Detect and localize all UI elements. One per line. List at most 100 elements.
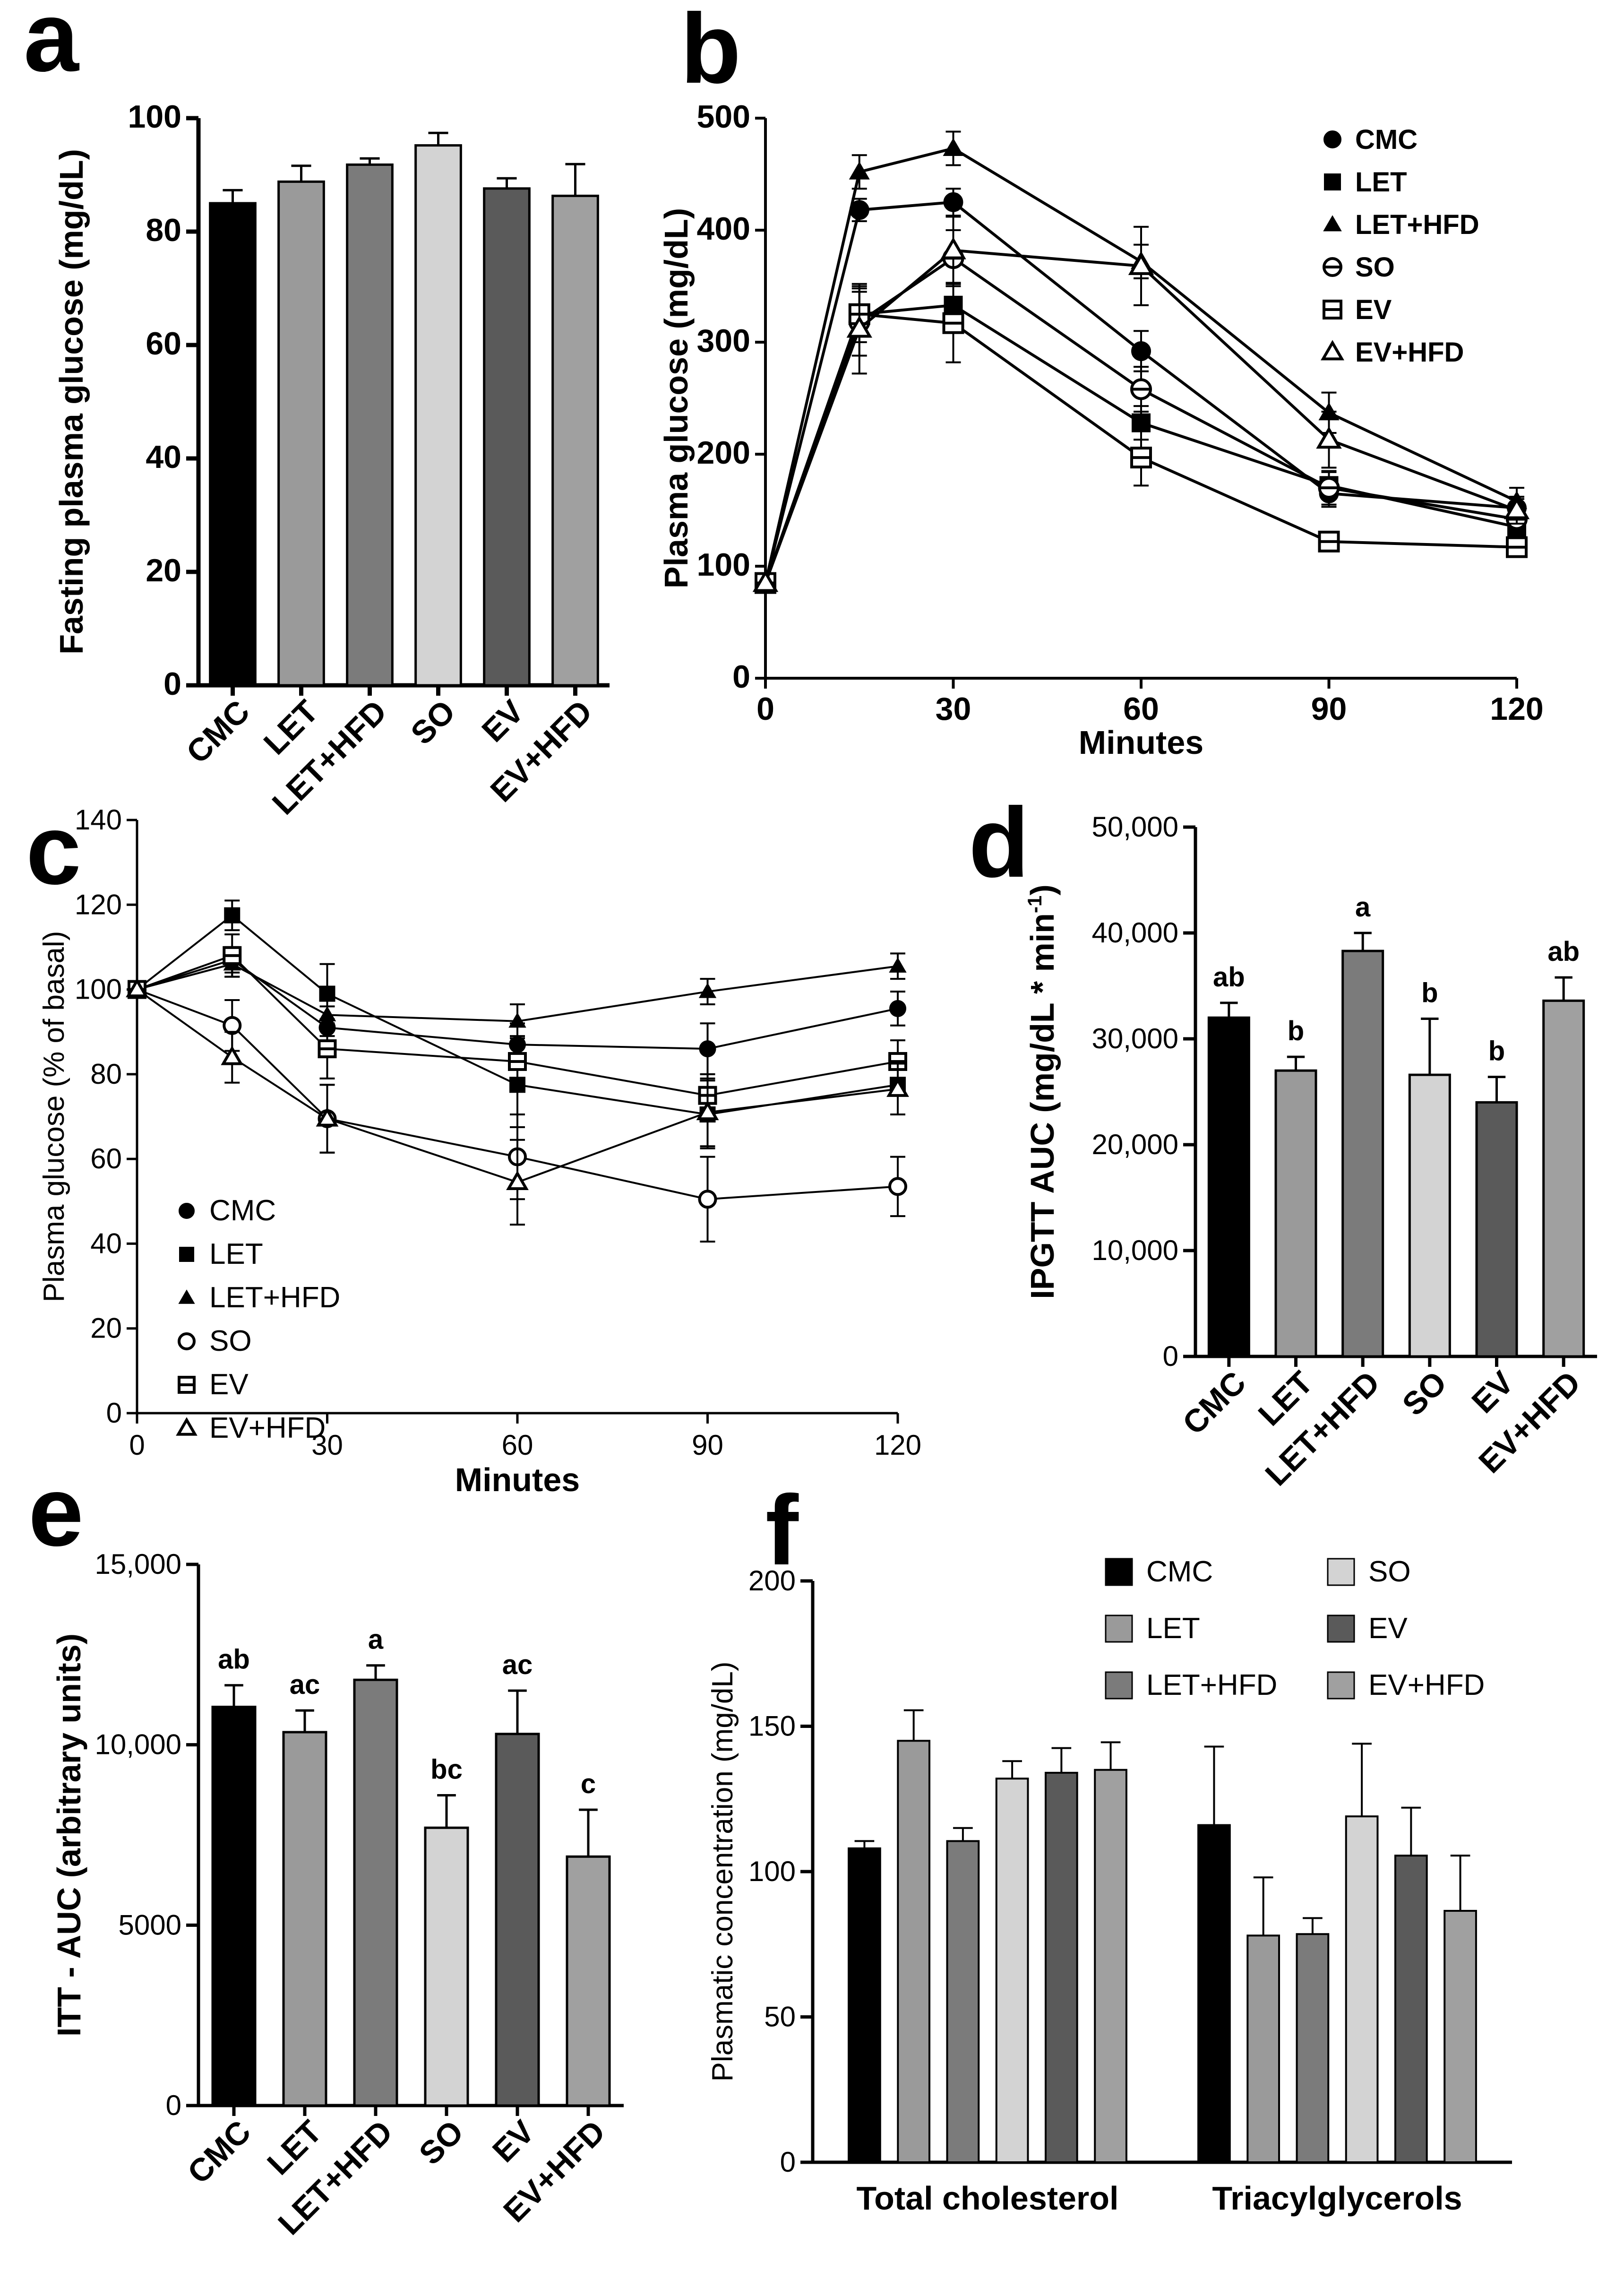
bar-so bbox=[1408, 1073, 1451, 1358]
legend-marker-ev-hfd bbox=[176, 1417, 198, 1436]
x-axis-title: Minutes bbox=[455, 1461, 580, 1498]
x-tick-label-30: 30 bbox=[311, 1429, 343, 1461]
legend-label-ev: EV bbox=[1355, 294, 1392, 325]
y-tick-label-30-000: 30,000 bbox=[1091, 1023, 1178, 1054]
legend-label-let-hfd: LET+HFD bbox=[209, 1281, 340, 1314]
y-axis-title-end: ) bbox=[1024, 884, 1061, 895]
legend-label-cmc: CMC bbox=[1146, 1555, 1213, 1588]
legend: CMC LET LET+HFD SO EV EV+HFD bbox=[176, 1194, 340, 1444]
data-point-ev-30 bbox=[318, 1039, 337, 1059]
legend-label-let: LET bbox=[1355, 167, 1407, 198]
legend-marker-so bbox=[178, 1332, 196, 1350]
legend-marker-let-hfd bbox=[178, 1289, 195, 1304]
y-axis-title-superscript: -1 bbox=[1023, 896, 1046, 913]
legend-label-ev-hfd: EV+HFD bbox=[1368, 1669, 1485, 1701]
y-tick-label-80: 80 bbox=[146, 212, 181, 248]
panel-label-f: f bbox=[765, 1475, 799, 1586]
x-tick-label-90: 90 bbox=[1311, 691, 1347, 727]
legend-label-ev: EV bbox=[209, 1368, 249, 1401]
legend-marker-let bbox=[179, 1247, 194, 1262]
legend-label-cmc: CMC bbox=[209, 1194, 276, 1227]
legend-swatch-so bbox=[1327, 1558, 1355, 1586]
legend-label-let-hfd: LET+HFD bbox=[1355, 209, 1479, 240]
panel-label-a: a bbox=[24, 0, 80, 92]
data-point-cmc-60 bbox=[1131, 341, 1151, 361]
x-tick-label-30: 30 bbox=[936, 691, 971, 727]
bar-ev-hfd bbox=[551, 194, 599, 687]
legend-marker-ev bbox=[1323, 300, 1342, 319]
legend-label-ev-hfd: EV+HFD bbox=[209, 1412, 326, 1444]
y-tick-label-200: 200 bbox=[748, 1565, 796, 1597]
data-point-ev-30 bbox=[942, 312, 964, 334]
legend-swatch-ev bbox=[1327, 1614, 1355, 1643]
panel-c: c 0 20 40 60 80 100 120 140 0 30 60 90 120 Minutes Plas… bbox=[26, 794, 921, 1498]
legend-label-so: SO bbox=[1355, 252, 1395, 283]
legend-label-cmc: CMC bbox=[1355, 124, 1418, 155]
y-tick-label-40-000: 40,000 bbox=[1091, 917, 1178, 949]
legend-marker-cmc bbox=[179, 1203, 195, 1219]
data-point-so-90 bbox=[1318, 477, 1340, 499]
significance-label-let-hfd: a bbox=[1355, 892, 1371, 923]
legend-label-let-hfd: LET+HFD bbox=[1146, 1669, 1277, 1701]
data-point-let-hfd-30 bbox=[318, 1006, 336, 1021]
y-tick-label-5000: 5000 bbox=[119, 1909, 181, 1941]
legend-label-let: LET bbox=[1146, 1612, 1200, 1645]
data-point-ev-120 bbox=[1506, 536, 1528, 558]
legend-marker-ev-hfd bbox=[1320, 340, 1345, 361]
y-tick-label-100: 100 bbox=[748, 1856, 796, 1887]
data-point-ev-hfd-15 bbox=[221, 1045, 244, 1065]
series-line-so bbox=[137, 988, 898, 1200]
y-tick-label-400: 400 bbox=[697, 211, 750, 247]
y-tick-label-40: 40 bbox=[146, 439, 181, 475]
data-point-ev-hfd-120 bbox=[886, 1077, 909, 1097]
data-point-ev-hfd-60 bbox=[506, 1170, 529, 1191]
y-tick-label-80: 80 bbox=[90, 1058, 122, 1090]
data-point-ev-hfd-90 bbox=[1316, 426, 1342, 449]
y-tick-label-200: 200 bbox=[697, 435, 750, 471]
panel-label-e: e bbox=[28, 1456, 84, 1567]
series-ev-hfd bbox=[126, 977, 909, 1226]
y-tick-label-50-000: 50,000 bbox=[1091, 811, 1178, 843]
legend-label-let: LET bbox=[209, 1238, 263, 1270]
data-point-let-hfd-60 bbox=[508, 1012, 526, 1028]
significance-label-ev: b bbox=[1488, 1036, 1505, 1067]
panel-d: d010,00020,00030,00040,00050,000CMCabLET… bbox=[969, 787, 1597, 1493]
data-point-let-hfd-30 bbox=[943, 138, 964, 156]
data-point-cmc-120 bbox=[889, 1000, 906, 1017]
legend-swatch-let bbox=[1105, 1614, 1133, 1643]
bar-so bbox=[414, 144, 462, 687]
data-point-let-15 bbox=[224, 907, 241, 924]
y-axis-title: Plasma glucose (% of basal) bbox=[38, 931, 70, 1303]
y-tick-label-0: 0 bbox=[732, 659, 750, 695]
series-line-ev bbox=[764, 312, 1517, 584]
bar-triacylglycerols-ev bbox=[1394, 1855, 1428, 2164]
panel-b: b 0 100 200 300 400 500 0 30 60 90 120 Minutes Plasma… bbox=[658, 0, 1544, 761]
data-point-ev-60 bbox=[1130, 447, 1152, 469]
bar-let bbox=[282, 1731, 327, 2107]
significance-label-cmc: ab bbox=[1213, 962, 1245, 993]
x-tick-label-120: 120 bbox=[1490, 691, 1543, 727]
data-point-ev-hfd-0 bbox=[752, 570, 779, 592]
data-point-ev-hfd-30 bbox=[316, 1107, 339, 1127]
y-tick-label-150: 150 bbox=[748, 1710, 796, 1742]
bar-total-cholesterol-so bbox=[995, 1778, 1029, 2163]
y-tick-label-10-000: 10,000 bbox=[1091, 1234, 1178, 1266]
y-tick-label-0: 0 bbox=[1163, 1340, 1178, 1372]
y-tick-label-20: 20 bbox=[146, 552, 181, 588]
data-point-so-90 bbox=[698, 1190, 717, 1209]
data-point-ev-90 bbox=[1318, 530, 1340, 552]
x-tick-label-90: 90 bbox=[692, 1429, 723, 1461]
x-tick-label-60: 60 bbox=[502, 1429, 533, 1461]
y-tick-label-60: 60 bbox=[146, 326, 181, 362]
significance-label-so: bc bbox=[430, 1754, 463, 1785]
series-line-let-hfd bbox=[137, 963, 898, 1022]
significance-label-ev: ac bbox=[502, 1649, 533, 1680]
legend-marker-let-hfd bbox=[1323, 215, 1342, 232]
series-line-let bbox=[136, 914, 898, 1116]
bar-let-hfd bbox=[1341, 950, 1384, 1358]
y-tick-label-140: 140 bbox=[75, 804, 122, 836]
bar-total-cholesterol-let bbox=[897, 1740, 931, 2163]
series-line-cmc bbox=[137, 958, 898, 1050]
panel-label-d: d bbox=[969, 787, 1029, 898]
x-axis-title: Minutes bbox=[1079, 724, 1203, 761]
